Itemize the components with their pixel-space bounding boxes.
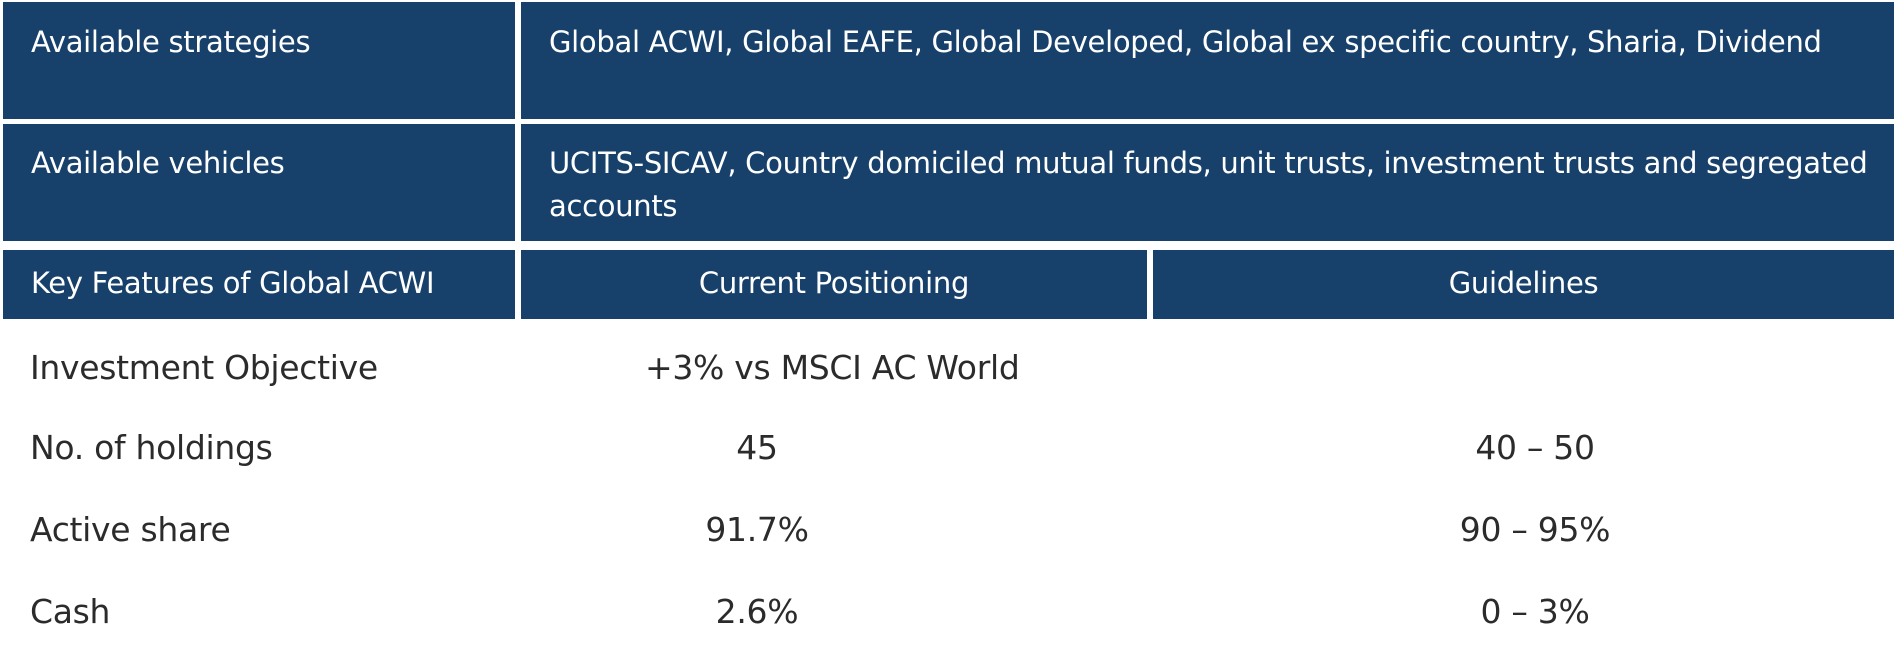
table-row: No. of holdings 45 40 – 50 [0,428,1897,488]
current-positioning-header-label: Current Positioning [698,266,970,300]
positioning-cell: 91.7% [705,510,809,549]
strategies-value-cell: Global ACWI, Global EAFE, Global Develop… [521,2,1894,119]
strategies-value: Global ACWI, Global EAFE, Global Develop… [549,25,1822,59]
strategies-label: Available strategies [31,25,311,59]
guidelines-cell: 40 – 50 [1475,428,1595,467]
positioning-cell: 45 [736,428,778,467]
feature-cell: Cash [30,592,111,631]
guidelines-header-label: Guidelines [1448,266,1599,300]
vehicles-value: UCITS-SICAV, Country domiciled mutual fu… [549,146,1868,223]
feature-cell: Active share [30,510,231,549]
table-row: Active share 91.7% 90 – 95% [0,510,1897,570]
key-features-header: Key Features of Global ACWI [3,250,515,319]
guidelines-header: Guidelines [1153,250,1894,319]
table-row: Cash 2.6% 0 – 3% [0,592,1897,652]
strategies-label-cell: Available strategies [3,2,515,119]
current-positioning-header: Current Positioning [521,250,1147,319]
vehicles-label: Available vehicles [31,146,285,180]
guidelines-cell: 0 – 3% [1480,592,1590,631]
table-row: Investment Objective +3% vs MSCI AC Worl… [0,348,1897,408]
key-features-header-label: Key Features of Global ACWI [31,266,435,300]
vehicles-value-cell: UCITS-SICAV, Country domiciled mutual fu… [521,124,1894,241]
feature-cell: No. of holdings [30,428,273,467]
guidelines-cell: 90 – 95% [1459,510,1611,549]
feature-cell: Investment Objective [30,348,378,387]
positioning-cell: 2.6% [715,592,799,631]
vehicles-label-cell: Available vehicles [3,124,515,241]
positioning-cell: +3% vs MSCI AC World [645,348,1020,387]
